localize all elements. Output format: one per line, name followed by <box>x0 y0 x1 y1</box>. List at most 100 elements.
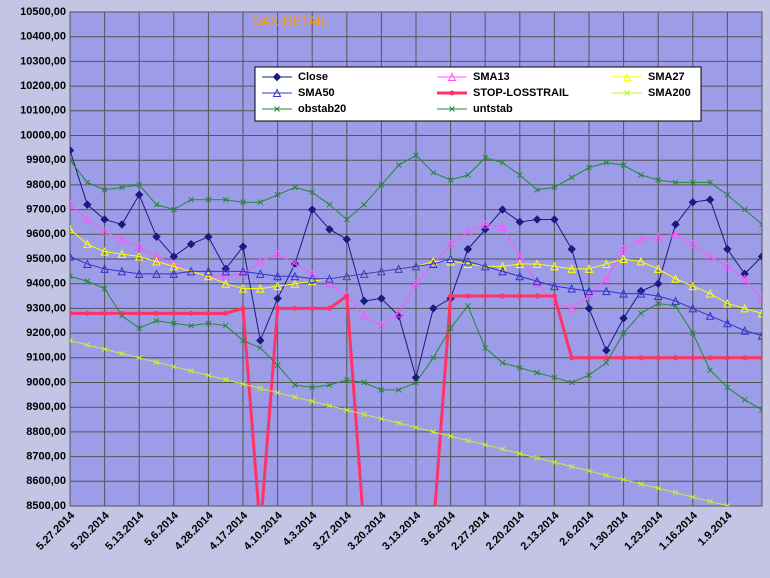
point-marker <box>274 191 281 198</box>
point-marker <box>446 239 455 249</box>
point-marker <box>343 377 350 383</box>
point-marker <box>84 278 91 285</box>
point-marker <box>152 269 161 278</box>
point-marker <box>70 337 73 344</box>
point-marker <box>100 215 109 224</box>
point-marker <box>601 259 611 268</box>
point-marker <box>447 433 454 439</box>
point-marker <box>255 256 265 266</box>
point-marker <box>482 154 489 161</box>
point-marker <box>307 274 317 283</box>
point-marker <box>534 293 540 299</box>
legend-label: STOP-LOSSTRAIL <box>473 87 569 99</box>
y-tick-label: 8700,00 <box>26 451 66 463</box>
y-tick-label: 9600,00 <box>26 228 66 240</box>
point-marker <box>482 441 489 448</box>
point-marker <box>724 191 731 198</box>
point-marker <box>551 184 558 191</box>
point-marker <box>325 279 334 288</box>
y-tick-label: 9100,00 <box>26 352 66 364</box>
point-marker <box>342 235 352 244</box>
point-marker <box>152 232 161 241</box>
point-marker <box>275 305 281 311</box>
point-marker <box>134 190 144 199</box>
point-marker <box>619 314 628 323</box>
y-tick-label: 9400,00 <box>26 278 66 290</box>
point-marker <box>567 244 576 254</box>
point-marker <box>705 288 715 298</box>
point-marker <box>240 305 246 311</box>
point-marker <box>759 355 762 361</box>
y-tick-label: 9500,00 <box>26 253 66 265</box>
point-marker <box>757 293 762 303</box>
point-marker <box>169 259 179 268</box>
legend-label: SMA50 <box>298 87 335 99</box>
point-marker <box>498 266 507 276</box>
point-marker <box>498 222 507 231</box>
legend-label: SMA200 <box>648 87 691 99</box>
point-marker <box>359 296 369 306</box>
point-marker <box>119 312 125 319</box>
point-marker <box>603 472 610 479</box>
y-tick-label: 10100,00 <box>20 105 66 117</box>
point-marker <box>550 215 559 224</box>
point-marker <box>567 284 577 293</box>
point-marker <box>153 317 160 324</box>
point-marker <box>741 396 748 403</box>
point-marker <box>707 355 713 361</box>
point-marker <box>359 269 369 278</box>
series-line <box>70 256 762 337</box>
point-marker <box>153 359 160 366</box>
point-marker <box>447 177 454 183</box>
point-marker <box>500 293 506 299</box>
point-marker <box>273 281 282 291</box>
point-marker <box>119 350 125 357</box>
point-marker <box>395 387 402 393</box>
point-marker <box>359 311 369 320</box>
point-marker <box>671 220 680 229</box>
point-marker <box>309 398 316 405</box>
point-marker <box>257 199 264 206</box>
legend-marker <box>622 72 632 81</box>
point-marker <box>463 244 473 254</box>
point-marker <box>292 305 298 311</box>
point-marker <box>136 310 142 316</box>
point-marker <box>551 374 558 381</box>
point-marker <box>707 498 713 505</box>
point-marker <box>601 286 611 296</box>
point-marker <box>204 232 213 241</box>
point-marker <box>221 266 231 276</box>
point-marker <box>672 179 679 186</box>
point-marker <box>413 379 419 386</box>
point-marker <box>240 381 246 387</box>
point-marker <box>586 164 592 171</box>
point-marker <box>516 364 523 371</box>
point-marker <box>430 429 437 435</box>
point-marker <box>480 261 490 271</box>
point-marker <box>636 234 646 244</box>
point-marker <box>186 266 196 276</box>
point-marker <box>257 345 264 351</box>
point-marker <box>655 177 662 183</box>
point-marker <box>465 293 471 299</box>
point-marker <box>584 264 594 273</box>
point-marker <box>136 325 143 332</box>
point-marker <box>759 406 762 413</box>
point-marker <box>757 308 762 318</box>
point-marker <box>620 476 627 483</box>
point-marker <box>655 485 662 492</box>
point-marker <box>447 325 454 332</box>
point-marker <box>100 246 109 256</box>
point-marker <box>273 249 282 259</box>
point-marker <box>325 274 334 283</box>
point-marker <box>170 363 177 370</box>
point-marker <box>326 402 333 409</box>
legend-label: SMA27 <box>648 71 685 83</box>
point-marker <box>446 256 455 266</box>
point-marker <box>516 450 523 457</box>
point-marker <box>273 271 282 281</box>
point-marker <box>638 481 644 487</box>
point-marker <box>569 355 575 361</box>
point-marker <box>205 372 212 379</box>
point-marker <box>740 303 750 313</box>
